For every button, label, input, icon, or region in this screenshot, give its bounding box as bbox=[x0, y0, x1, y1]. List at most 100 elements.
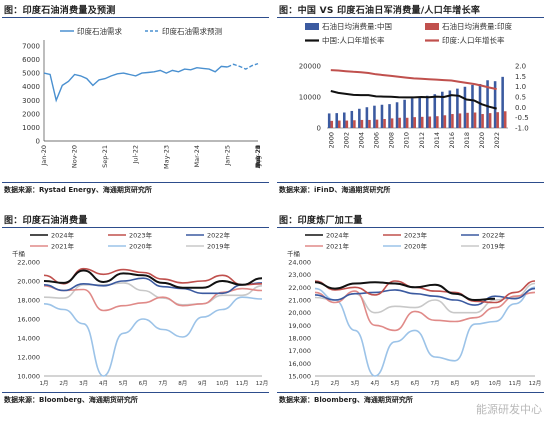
bar-2008 bbox=[390, 118, 394, 128]
x-tick-label: 2010 bbox=[403, 132, 411, 149]
india-demand-chart: 0 1000 2000 3000 4000 5000 6000 7000 Jan-20 Jun-2… bbox=[22, 26, 262, 169]
x-tick-label: 2018 bbox=[463, 132, 471, 149]
bar-2019 bbox=[471, 84, 474, 128]
bar-2014 bbox=[436, 116, 439, 128]
x-tick-label: 3月 bbox=[351, 380, 360, 387]
legend-swatch bbox=[425, 23, 439, 30]
bar-2017 bbox=[456, 88, 459, 128]
y-left-tick-label: 20000 bbox=[299, 63, 321, 71]
y-right-tick-label: 0.0 bbox=[515, 104, 526, 112]
bar-2010 bbox=[405, 117, 409, 128]
x-tick-label: 8月 bbox=[178, 380, 187, 387]
x-tick-label: 1月 bbox=[40, 380, 49, 387]
x-tick-label: 2002 bbox=[342, 132, 350, 149]
y-tick-label: 20,000 bbox=[288, 309, 311, 317]
legend-label: 2019年 bbox=[207, 242, 231, 251]
bar-2023 bbox=[501, 76, 504, 128]
x-tick-label: 6月 bbox=[139, 380, 148, 387]
growth-line-1 bbox=[330, 90, 497, 110]
y-tick-label: 1000 bbox=[22, 124, 40, 132]
x-tick-label: Apr-21 bbox=[254, 145, 262, 166]
y-right-tick-label: -1.0 bbox=[515, 125, 529, 133]
y-tick-label: 16,000 bbox=[17, 316, 40, 324]
legend-label: 印度石油需求 bbox=[77, 26, 122, 36]
source-divider bbox=[2, 182, 269, 183]
bar-2005 bbox=[365, 107, 369, 128]
x-tick-label: 11月 bbox=[509, 380, 522, 387]
bar-2014 bbox=[433, 94, 437, 128]
x-tick-label: May-23 bbox=[162, 145, 170, 169]
y-right-tick-label: 2.0 bbox=[515, 63, 526, 71]
x-tick-label: Jun-25 bbox=[254, 145, 262, 167]
panel-title: 图：印度石油消费量及预测 bbox=[4, 6, 116, 16]
growth-line-2 bbox=[330, 69, 497, 91]
x-tick-label: 2020 bbox=[478, 132, 486, 149]
legend-label: 印度石油需求预测 bbox=[162, 26, 222, 36]
x-tick-label: 11月 bbox=[236, 380, 249, 387]
y-left-tick-label: 0 bbox=[317, 125, 321, 133]
y-tick-label: 2000 bbox=[22, 110, 40, 118]
bar-2021 bbox=[486, 80, 489, 128]
china-india-chart: 0 10000 20000 -1.0 -0.5 0.0 0.5 1.0 1.5 2.0 2000 20… bbox=[299, 21, 529, 149]
series-line-2024年 bbox=[314, 281, 496, 302]
bar-2022 bbox=[496, 112, 499, 128]
bar-2001 bbox=[338, 120, 341, 128]
x-tick-label: 4月 bbox=[371, 380, 380, 387]
x-tick-label: 1月 bbox=[311, 380, 320, 387]
x-tick-label: Jan-20 bbox=[40, 145, 48, 167]
bar-2013 bbox=[428, 116, 432, 128]
y-right-tick-label: 1.0 bbox=[515, 83, 526, 91]
x-tick-label: Oct-23 bbox=[254, 145, 262, 167]
y-tick-label: 18,000 bbox=[17, 297, 40, 305]
y-tick-label: 0 bbox=[36, 138, 40, 146]
x-tick-label: 2004 bbox=[357, 132, 365, 149]
x-tick-label: 6月 bbox=[411, 380, 420, 387]
panel-title: 图：中国 VS 印度石油日军消费量/人口年增长率 bbox=[279, 6, 481, 16]
title-divider bbox=[277, 17, 544, 18]
series-line-2024年 bbox=[43, 269, 263, 289]
series-line-2023年 bbox=[43, 267, 263, 286]
x-tick-label: Nov-20 bbox=[71, 145, 79, 168]
bar-2022 bbox=[493, 81, 497, 128]
series-line-2021年 bbox=[314, 290, 536, 332]
source-divider bbox=[277, 182, 544, 183]
bar-2006 bbox=[373, 105, 376, 128]
x-tick-label: 4月 bbox=[99, 380, 108, 387]
bar-2020 bbox=[478, 83, 482, 128]
x-tick-label: Jan-25 bbox=[223, 145, 231, 167]
y-tick-label: 14,000 bbox=[17, 335, 40, 343]
source-divider bbox=[277, 392, 544, 393]
x-tick-label: 2014 bbox=[433, 132, 441, 149]
legend-label: 2023年 bbox=[129, 231, 153, 240]
panel-title: 图：印度石油消费量 bbox=[4, 216, 88, 226]
unit-label: 千桶 bbox=[287, 249, 300, 258]
legend-label: 2024年 bbox=[51, 231, 75, 240]
y-tick-label: 12,000 bbox=[17, 354, 40, 362]
bar-2004 bbox=[358, 108, 361, 128]
bar-2013 bbox=[425, 95, 429, 128]
watermark: 能源研发中心 bbox=[476, 403, 542, 416]
y-tick-label: 6000 bbox=[22, 56, 40, 64]
series-line-2 bbox=[227, 62, 259, 70]
y-right-tick-label: 1.5 bbox=[515, 73, 526, 81]
bar-2005 bbox=[368, 119, 371, 128]
y-tick-label: 4000 bbox=[22, 83, 40, 91]
bar-2000 bbox=[330, 120, 334, 128]
bar-2018 bbox=[463, 86, 467, 128]
bar-2012 bbox=[418, 97, 421, 128]
y-tick-label: 20,000 bbox=[17, 278, 40, 286]
source-divider bbox=[2, 392, 269, 393]
legend-label: 2021年 bbox=[326, 242, 350, 251]
legend-label: 2022年 bbox=[207, 231, 231, 240]
bar-2006 bbox=[375, 119, 379, 128]
y-right-tick-label: 0.5 bbox=[515, 94, 526, 102]
x-tick-label: 2008 bbox=[388, 132, 396, 149]
x-tick-label: 2000 bbox=[327, 132, 335, 149]
bar-2012 bbox=[420, 116, 424, 128]
bar-2000 bbox=[327, 113, 331, 128]
legend-label: 中国:人口年增长率 bbox=[322, 35, 385, 45]
y-tick-label: 21,000 bbox=[288, 297, 311, 305]
bar-2021 bbox=[488, 113, 492, 128]
data-source: 数据来源：Bloomberg、海通期货研究所 bbox=[4, 396, 138, 404]
